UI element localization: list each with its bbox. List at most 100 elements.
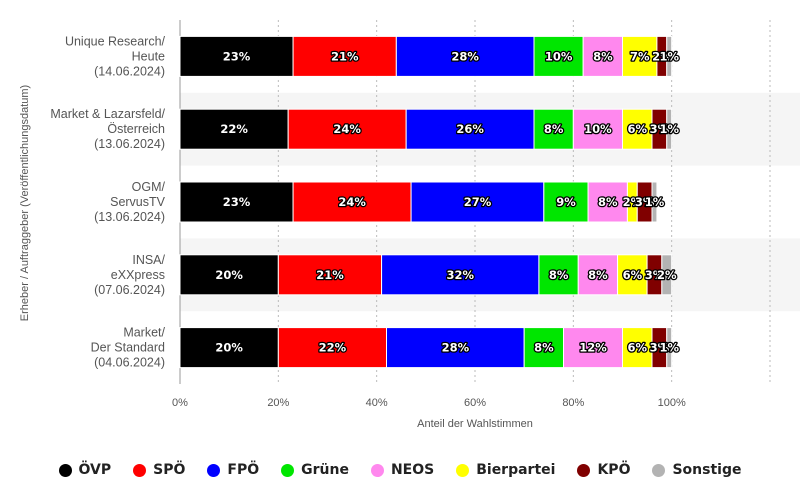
data-label: 28% [442,341,470,355]
bars: 23% 21% 28% 10% 8% 7% 2%1%22% 24% 26% 8% 10% 6% 3%1%… [179,35,681,369]
legend-swatch [652,463,666,477]
bar-segment [179,108,289,150]
data-label: 1% [645,195,665,209]
legend-swatch [577,463,591,477]
data-label: 12% [579,341,607,355]
data-label: 20% [215,268,243,282]
bar-segment [577,254,619,296]
bar-segment [179,254,279,296]
data-label: 22% [220,122,248,136]
legend-item[interactable]: SPÖ [133,462,185,478]
data-label: 1% [659,49,679,63]
x-axis-title: Anteil der Wahlstimmen [417,418,533,430]
legend-label: Bierpartei [476,462,556,478]
bar-segment [287,108,407,150]
category-label: eXXpress [111,268,165,282]
data-label: 8% [549,268,569,282]
data-label: 1% [659,341,679,355]
bar-segment [622,35,658,77]
bar-segment [666,35,673,77]
legend-item[interactable]: FPÖ [207,462,259,478]
data-label: 3% [650,341,670,355]
y-axis-title: Erheber / Auftraggeber (Veröffentlichung… [19,85,31,321]
data-label: 24% [338,195,366,209]
legend-item[interactable]: ÖVP [58,462,111,478]
x-tick-label: 0% [172,397,188,409]
data-label: 26% [456,122,484,136]
bar-segment [538,254,579,296]
data-label: 2% [657,268,677,282]
category-label: ServusTV [110,195,166,209]
bar-segment [563,327,623,369]
data-label: 3% [650,122,670,136]
legend-item[interactable]: Grüne [281,462,349,478]
category-label: (04.06.2024) [94,356,165,370]
bar-segment [666,327,673,369]
bar-segment [381,254,540,296]
data-label: 6% [623,268,643,282]
legend-label: KPÖ [597,462,631,478]
bar-segment [651,181,658,223]
bar-segment [292,181,412,223]
legend-item[interactable]: Sonstige [652,462,741,478]
category-label: (07.06.2024) [94,283,165,297]
legend-swatch [207,463,221,477]
data-label: 10% [584,122,612,136]
x-tick-label: 100% [658,397,686,409]
data-label: 2% [652,49,672,63]
bar-segment [622,327,653,369]
data-label: 8% [544,122,564,136]
bar-segment [666,108,673,150]
data-label: 7% [630,49,650,63]
bar-segment [523,327,565,369]
legend-item[interactable]: KPÖ [577,462,630,478]
legend: ÖVP SPÖ FPÖ Grüne NEOS Bierpartei KPÖ Sonstige [0,458,800,482]
data-label: 21% [331,49,359,63]
category-label: Market/ [123,326,165,340]
data-label: 8% [598,195,618,209]
bar-segment [533,35,584,77]
bar-segment [405,108,535,150]
data-label: 8% [593,49,613,63]
data-label: 22% [319,341,347,355]
legend-swatch [133,463,147,477]
legend-label: Grüne [301,462,349,478]
data-label: 23% [223,195,251,209]
legend-swatch [281,463,295,477]
legend-item[interactable]: Bierpartei [456,462,555,478]
data-label: 3% [645,268,665,282]
legend-item[interactable]: NEOS [370,462,434,478]
x-tick-label: 80% [562,397,584,409]
x-tick-label: 60% [464,397,486,409]
data-label: 20% [215,341,243,355]
data-label: 27% [464,195,492,209]
bar-segment [277,254,383,296]
x-tick-labels: 0% 20% 40% 60% 80% 100% [172,397,686,409]
category-label: INSA/ [132,253,165,267]
x-tick-label: 40% [366,397,388,409]
bar-segment [179,181,294,223]
category-label: (13.06.2024) [94,210,165,224]
bar-segment [582,35,624,77]
category-label: Market & Lazarsfeld/ [50,107,165,121]
data-label: 1% [659,122,679,136]
data-label: 6% [627,122,647,136]
bar-segment [179,327,279,369]
data-label: 24% [333,122,361,136]
category-label: Der Standard [91,341,165,355]
category-label: Heute [132,49,165,63]
bar-segment [277,327,388,369]
bar-segment [410,181,545,223]
legend-swatch [456,463,470,477]
category-label: (13.06.2024) [94,137,165,151]
data-label: 8% [588,268,608,282]
legend-label: FPÖ [227,462,260,478]
data-label: 21% [316,268,344,282]
data-label: 23% [223,49,251,63]
legend-swatch [58,463,72,477]
data-label: 32% [446,268,474,282]
legend-swatch [370,463,384,477]
category-label: (14.06.2024) [94,64,165,78]
data-label: 8% [534,341,554,355]
